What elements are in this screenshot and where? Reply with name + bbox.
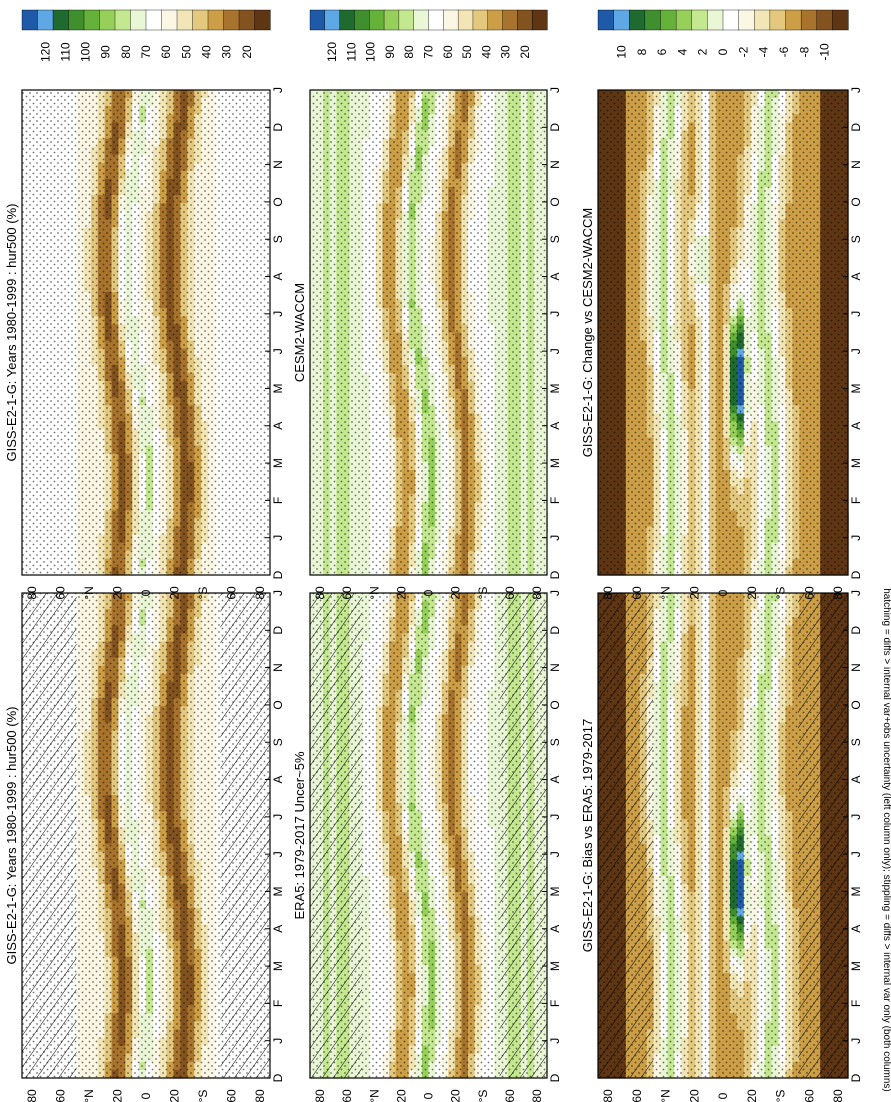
y-tick-label: °N xyxy=(82,1089,96,1102)
hatching xyxy=(22,593,77,1078)
x-tick-label: O xyxy=(271,197,285,206)
panel-title: GISS-E2-1-G: Years 1980-1999 : hur500 (%… xyxy=(4,707,19,965)
colorbar-segment xyxy=(130,9,147,31)
colorbar-label: 80 xyxy=(119,45,133,59)
x-tick-label: A xyxy=(271,925,285,933)
hatching xyxy=(220,593,270,1078)
colorbar-segment xyxy=(114,9,132,31)
x-tick-label: J xyxy=(271,87,285,93)
colorbar-segment xyxy=(238,9,256,31)
colorbar-label: 110 xyxy=(58,42,72,61)
x-tick-label: D xyxy=(271,123,285,132)
colorbar-segment xyxy=(192,9,209,31)
x-tick-label: J xyxy=(271,590,285,596)
colorbar-label: 60 xyxy=(159,45,173,59)
colorbar-segment xyxy=(207,9,225,31)
colorbar-segment xyxy=(68,9,85,31)
colorbar-label: 70 xyxy=(139,45,153,59)
panel-model-right: D J F M A M J J A S O N D J 80 60 °N 20 0 20 °S 60 80 GISS-E2-1… xyxy=(4,9,285,600)
y-tick-label: 0 xyxy=(139,1092,153,1099)
x-tick-label: J xyxy=(271,348,285,354)
x-tick-label: F xyxy=(271,1000,285,1007)
x-tick-label: D xyxy=(271,570,285,579)
colorbar-segment xyxy=(37,9,54,31)
y-tick-label: °S xyxy=(196,587,210,600)
x-tick-label: S xyxy=(271,738,285,746)
colorbar: 120 110 100 90 80 70 60 50 40 30 20 xyxy=(21,9,271,62)
x-tick-label: N xyxy=(271,160,285,169)
x-tick-label: O xyxy=(271,700,285,709)
colorbar-segment xyxy=(145,9,163,31)
y-tick-label: 80 xyxy=(25,586,39,600)
colorbar-segment xyxy=(83,9,101,31)
x-tick-label: M xyxy=(271,384,285,394)
panel-title: GISS-E2-1-G: Years 1980-1999 : hur500 (%… xyxy=(4,204,19,462)
x-tick-label: M xyxy=(271,961,285,971)
colorbar-label: 50 xyxy=(179,45,193,59)
y-tick-label: 80 xyxy=(25,1089,39,1102)
x-tick-label: J xyxy=(271,851,285,857)
y-tick-label: 60 xyxy=(225,1089,239,1102)
x-tick-label: J xyxy=(271,1038,285,1044)
x-tick-label: J xyxy=(271,535,285,541)
y-tick-label: 80 xyxy=(253,586,267,600)
x-tick-label: M xyxy=(271,458,285,468)
plot-frame xyxy=(21,592,271,1079)
y-tick-label: 20 xyxy=(168,1089,182,1102)
colorbar-label: 120 xyxy=(38,42,52,62)
colorbar-segment xyxy=(176,9,194,31)
y-tick-label: °N xyxy=(82,586,96,599)
x-tick-label: S xyxy=(271,235,285,243)
x-tick-label: D xyxy=(271,626,285,635)
x-tick-label: F xyxy=(271,497,285,504)
x-tick-label: A xyxy=(271,422,285,430)
panel-model-left: D J F M A M J J A S O N D J 80 60 °N 20 0 20 °S 60 80 GISS-E2-1… xyxy=(4,512,285,1102)
colorbar-segment xyxy=(21,9,39,31)
y-tick-label: 80 xyxy=(253,1089,267,1102)
x-tick-label: J xyxy=(271,311,285,317)
y-tick-label: °S xyxy=(196,1090,210,1102)
y-tick-label: 20 xyxy=(111,1089,125,1102)
colorbar-segment xyxy=(161,9,178,31)
x-tick-label: D xyxy=(271,1073,285,1082)
y-tick-label: 20 xyxy=(111,586,125,600)
y-tick-label: 60 xyxy=(54,1089,68,1102)
colorbar-label: 30 xyxy=(220,45,234,59)
plot-frame xyxy=(21,89,271,576)
colorbar-label: 100 xyxy=(79,42,93,62)
x-tick-label: A xyxy=(271,775,285,783)
y-tick-label: 60 xyxy=(225,586,239,600)
colorbar-label: 90 xyxy=(99,45,113,59)
x-tick-label: N xyxy=(271,663,285,672)
colorbar-segment xyxy=(99,9,116,31)
x-tick-label: A xyxy=(271,272,285,280)
colorbar-label: 40 xyxy=(199,45,213,59)
stippling xyxy=(22,90,270,575)
colorbar-segment xyxy=(52,9,70,31)
colorbar-label: 20 xyxy=(240,45,254,59)
colorbar-segment xyxy=(254,9,271,31)
y-tick-label: 0 xyxy=(139,589,153,596)
colorbar-segment xyxy=(223,9,240,31)
y-tick-label: 60 xyxy=(54,586,68,600)
x-tick-label: M xyxy=(271,887,285,897)
y-tick-label: 20 xyxy=(168,586,182,600)
x-tick-label: J xyxy=(271,814,285,820)
